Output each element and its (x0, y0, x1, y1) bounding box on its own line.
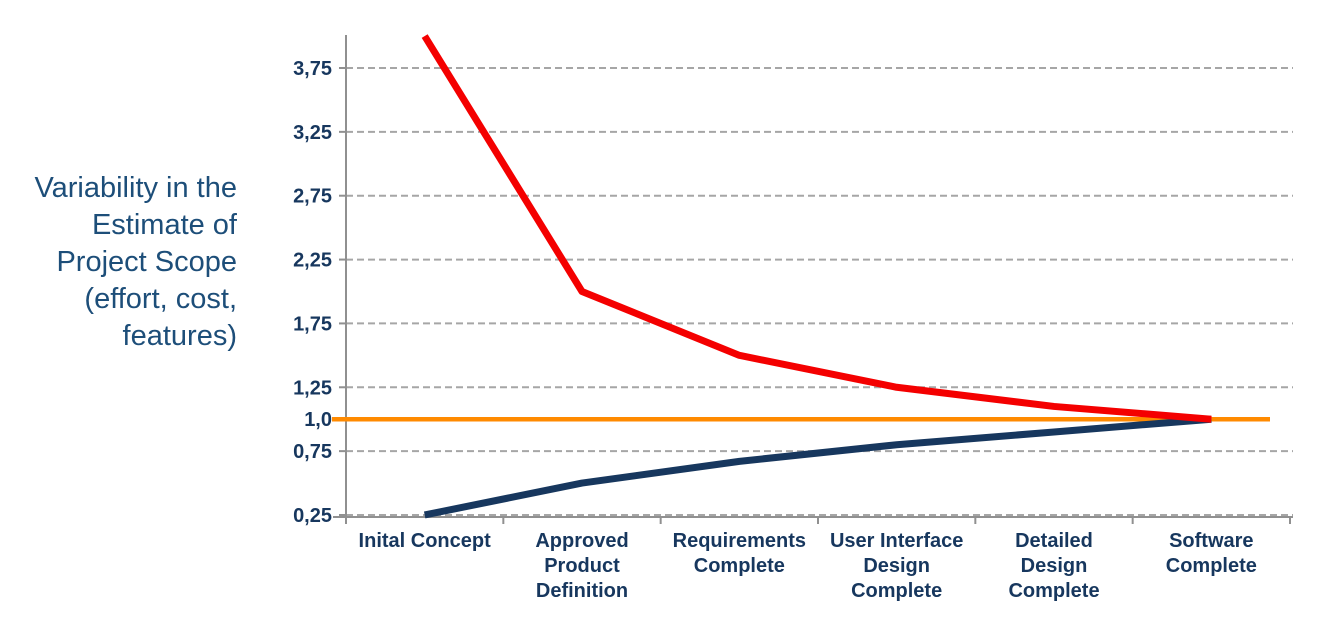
series-line-upper (421, 34, 1212, 423)
y-tick-label: 3,25 (293, 122, 332, 144)
x-category-label: Detailed Design Complete (1008, 530, 1099, 602)
x-category-label: Software Complete (1166, 530, 1257, 577)
y-tick-label: 0,75 (293, 441, 332, 463)
y-tick-label: 3,75 (293, 58, 332, 80)
x-category-label: Requirements Complete (673, 530, 806, 577)
y-tick-label: 1,25 (293, 377, 332, 399)
y-tick-label: 0,25 (293, 505, 332, 527)
x-category-label: Approved Product Definition (535, 530, 628, 602)
y-tick-label: 1,0 (304, 409, 332, 431)
series-line-lower (423, 415, 1212, 519)
y-tick-label: 2,25 (293, 250, 332, 272)
x-category-label: Inital Concept (359, 530, 492, 552)
y-axis-title: Variability in the Estimate of Project S… (34, 172, 237, 352)
x-category-label: User Interface Design Complete (830, 530, 963, 602)
y-tick-label: 2,75 (293, 186, 332, 208)
y-tick-label: 1,75 (293, 313, 332, 335)
